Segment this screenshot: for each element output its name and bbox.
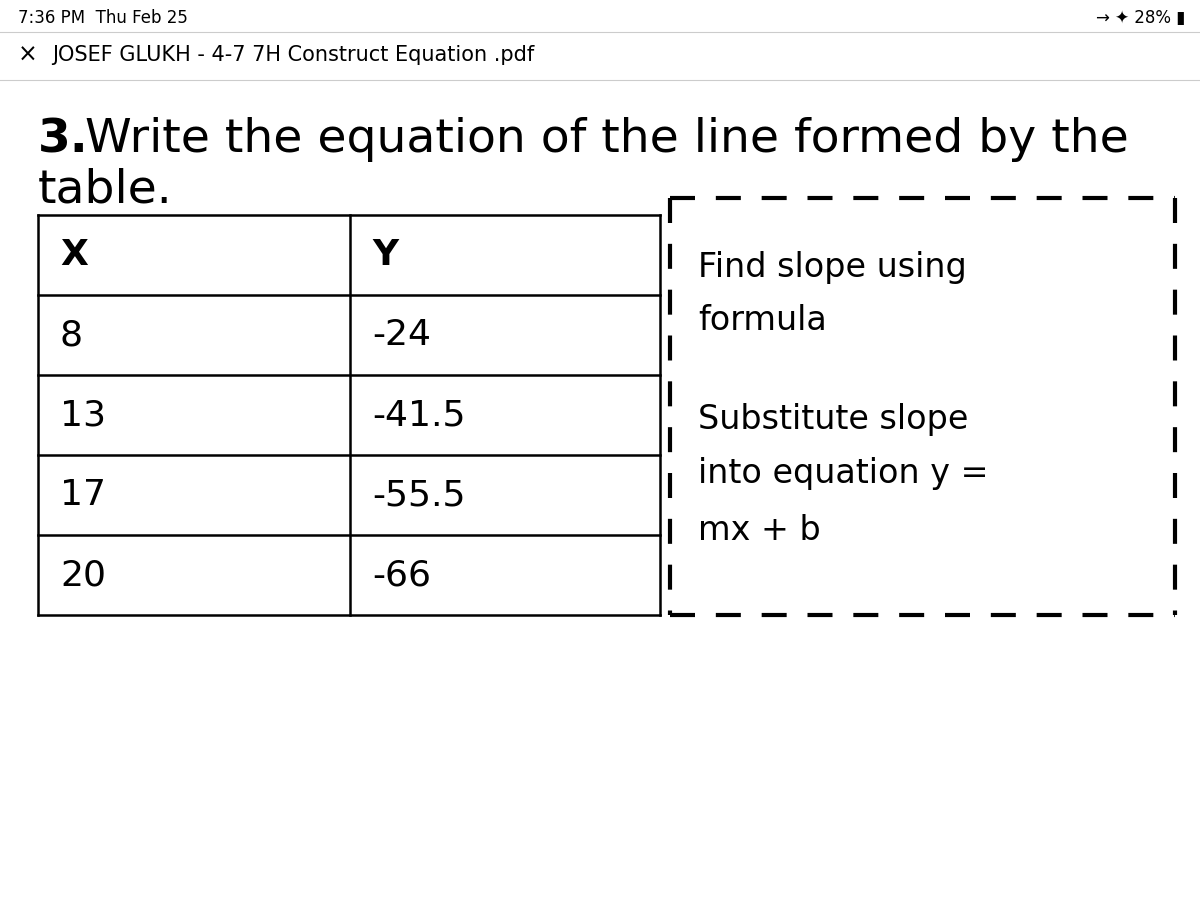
Text: JOSEF GLUKH - 4-7 7H Construct Equation .pdf: JOSEF GLUKH - 4-7 7H Construct Equation … [52, 45, 534, 65]
Text: Find slope using: Find slope using [698, 250, 967, 284]
Text: 3.: 3. [38, 118, 89, 163]
Text: table.: table. [38, 167, 173, 212]
Text: -24: -24 [372, 318, 431, 352]
Text: → ✦ 28% ▮: → ✦ 28% ▮ [1096, 9, 1186, 27]
Text: Y: Y [372, 238, 398, 272]
Text: into equation y =: into equation y = [698, 456, 989, 490]
Text: -66: -66 [372, 558, 431, 592]
Text: -55.5: -55.5 [372, 478, 466, 512]
Text: Write the equation of the line formed by the: Write the equation of the line formed by… [85, 118, 1129, 163]
Text: X: X [60, 238, 88, 272]
Text: mx + b: mx + b [698, 514, 821, 546]
Text: formula: formula [698, 303, 827, 337]
Text: Substitute slope: Substitute slope [698, 403, 968, 436]
Text: 13: 13 [60, 398, 106, 432]
Text: 8: 8 [60, 318, 83, 352]
Text: 17: 17 [60, 478, 106, 512]
Text: 7:36 PM  Thu Feb 25: 7:36 PM Thu Feb 25 [18, 9, 188, 27]
Text: 20: 20 [60, 558, 106, 592]
Text: ×: × [18, 43, 37, 67]
Text: -41.5: -41.5 [372, 398, 466, 432]
